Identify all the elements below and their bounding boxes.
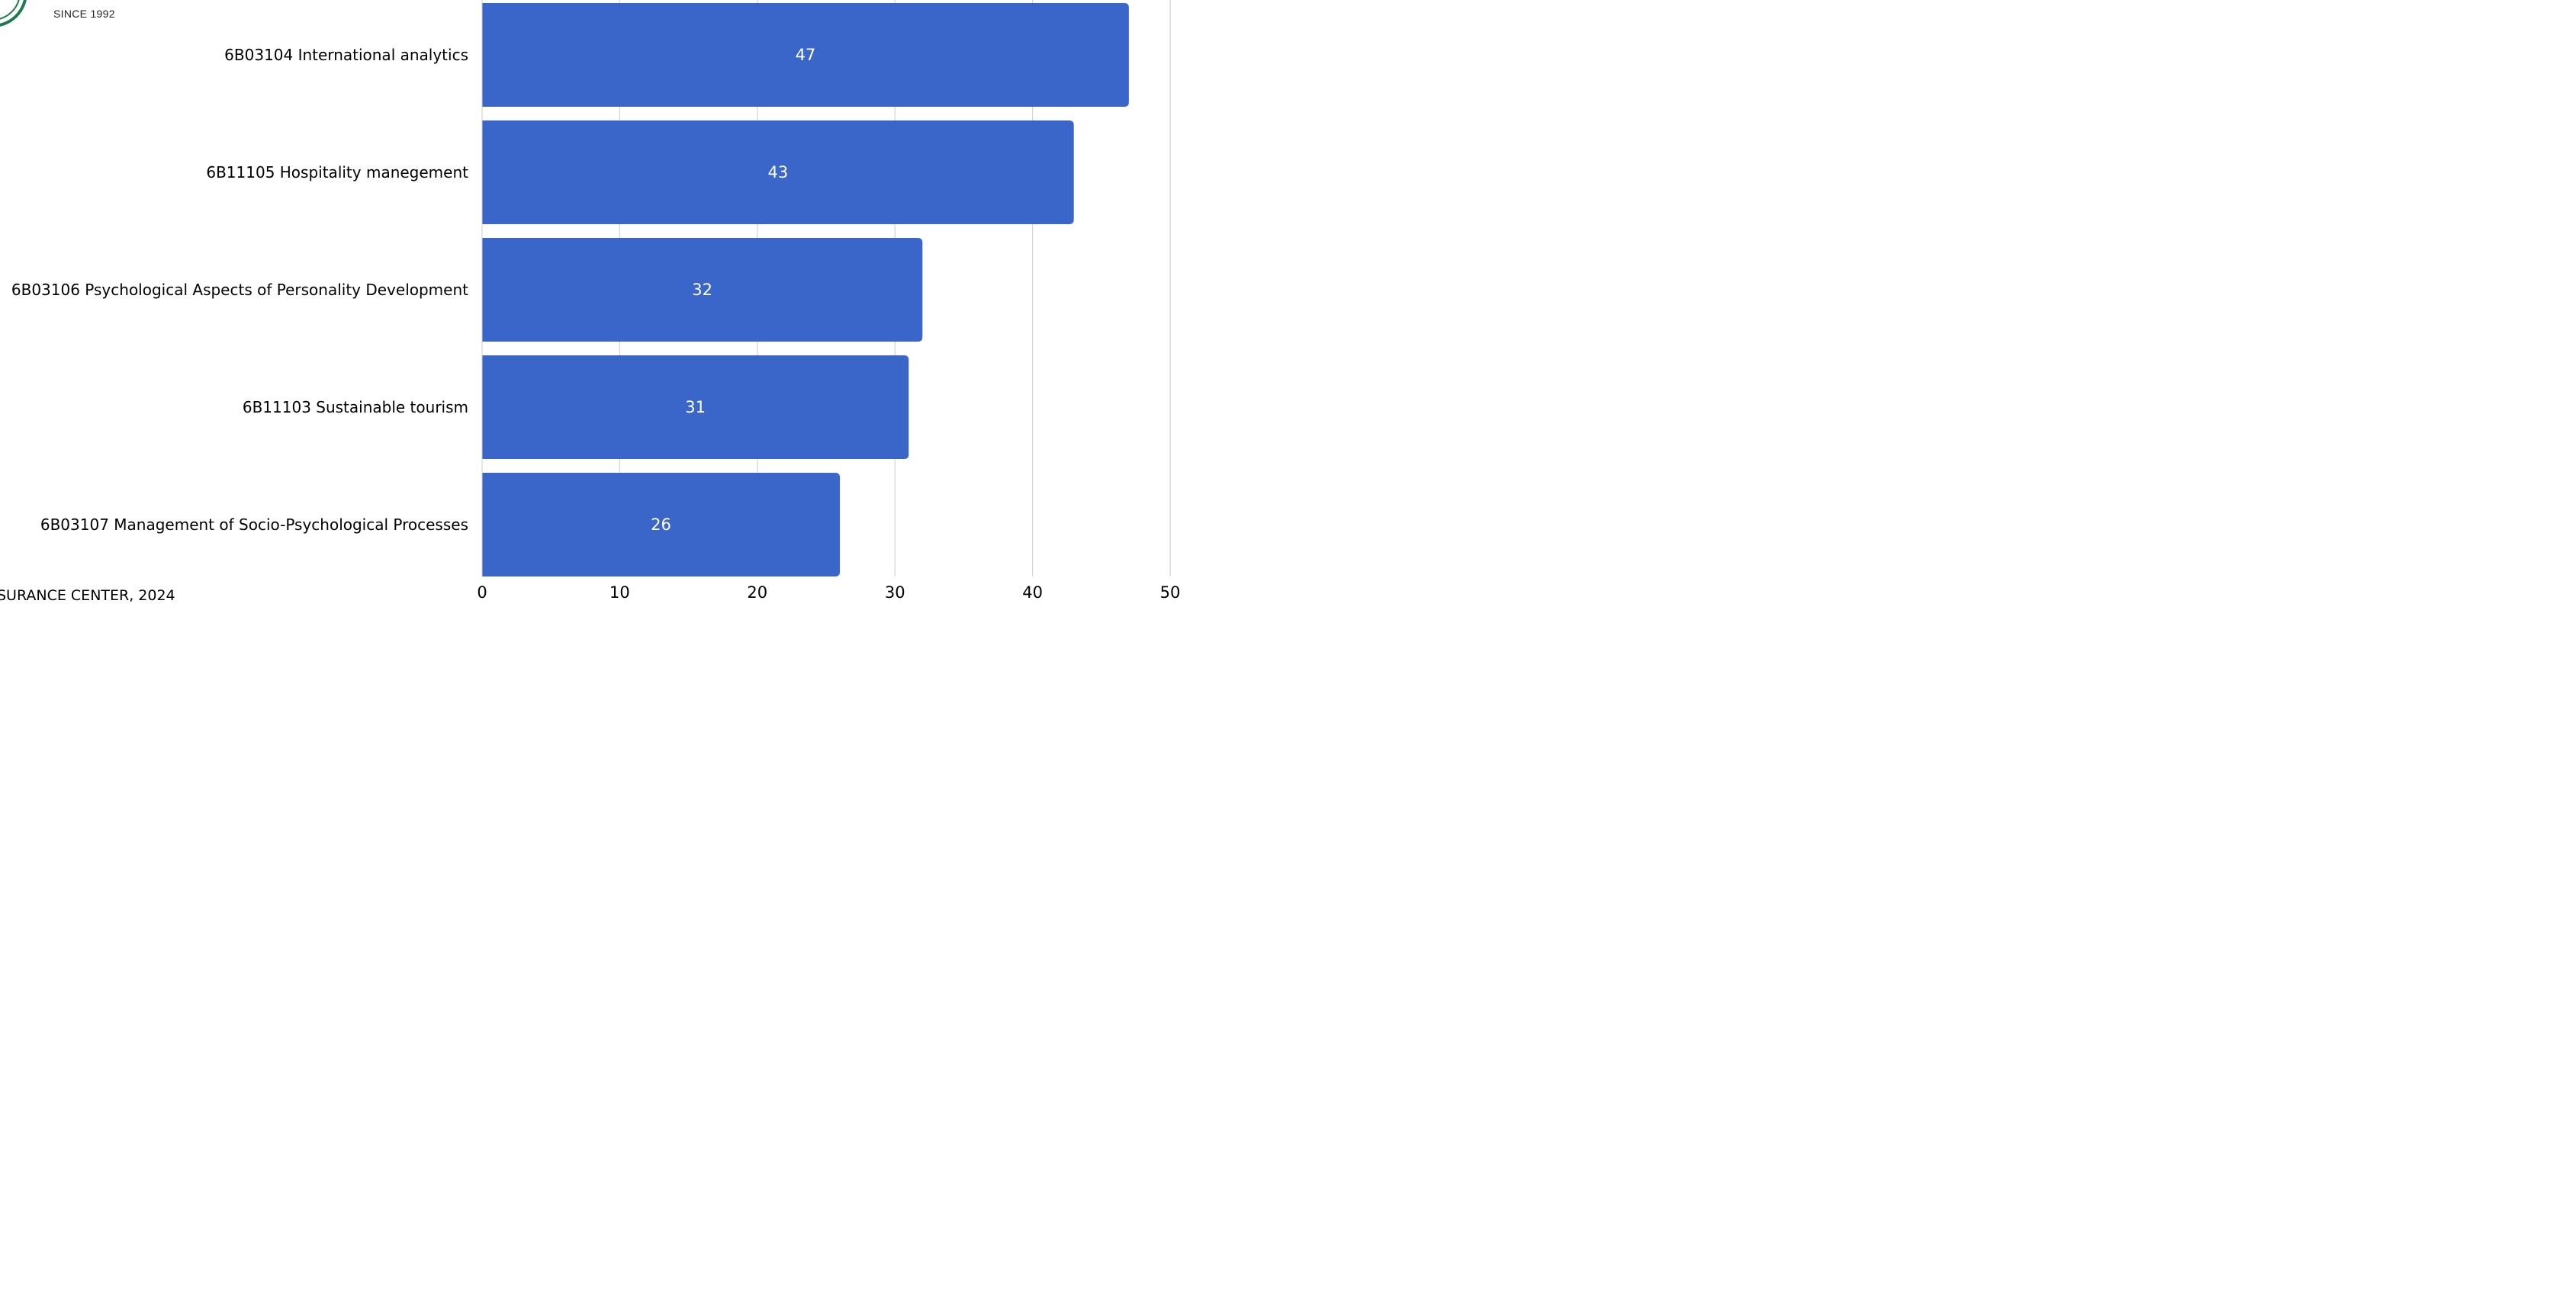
- x-tick-label: 10: [609, 583, 630, 599]
- category-label: 6B03104 International analytics: [224, 46, 468, 64]
- bar-value-label: 31: [685, 398, 706, 416]
- x-tick-label: 50: [1160, 583, 1181, 599]
- x-axis-ticks: 0 10 20 30 40 50: [477, 583, 1180, 599]
- category-label: 6B11103 Sustainable tourism: [243, 398, 468, 416]
- x-tick-label: 0: [477, 583, 487, 599]
- x-tick-label: 30: [885, 583, 905, 599]
- x-tick-label: 20: [747, 583, 767, 599]
- bars-group: 47 43 32 31 26: [482, 3, 1129, 576]
- bar-value-label: 43: [767, 163, 788, 181]
- category-label: 6B03106 Psychological Aspects of Persona…: [11, 281, 468, 299]
- x-tick-label: 40: [1022, 583, 1043, 599]
- category-label: 6B11105 Hospitality manegement: [206, 163, 468, 181]
- bar-value-label: 47: [796, 46, 816, 64]
- bar-value-label: 26: [651, 515, 671, 534]
- category-label: 6B03107 Management of Socio-Psychologica…: [40, 515, 468, 534]
- bar-chart: 47 43 32 31 26 6B03104 International analyti…: [0, 0, 1182, 599]
- footer-text: SURANCE CENTER, 2024: [0, 587, 175, 604]
- category-labels: 6B03104 International analytics 6B11105 H…: [11, 46, 468, 534]
- bar-value-label: 32: [692, 281, 712, 299]
